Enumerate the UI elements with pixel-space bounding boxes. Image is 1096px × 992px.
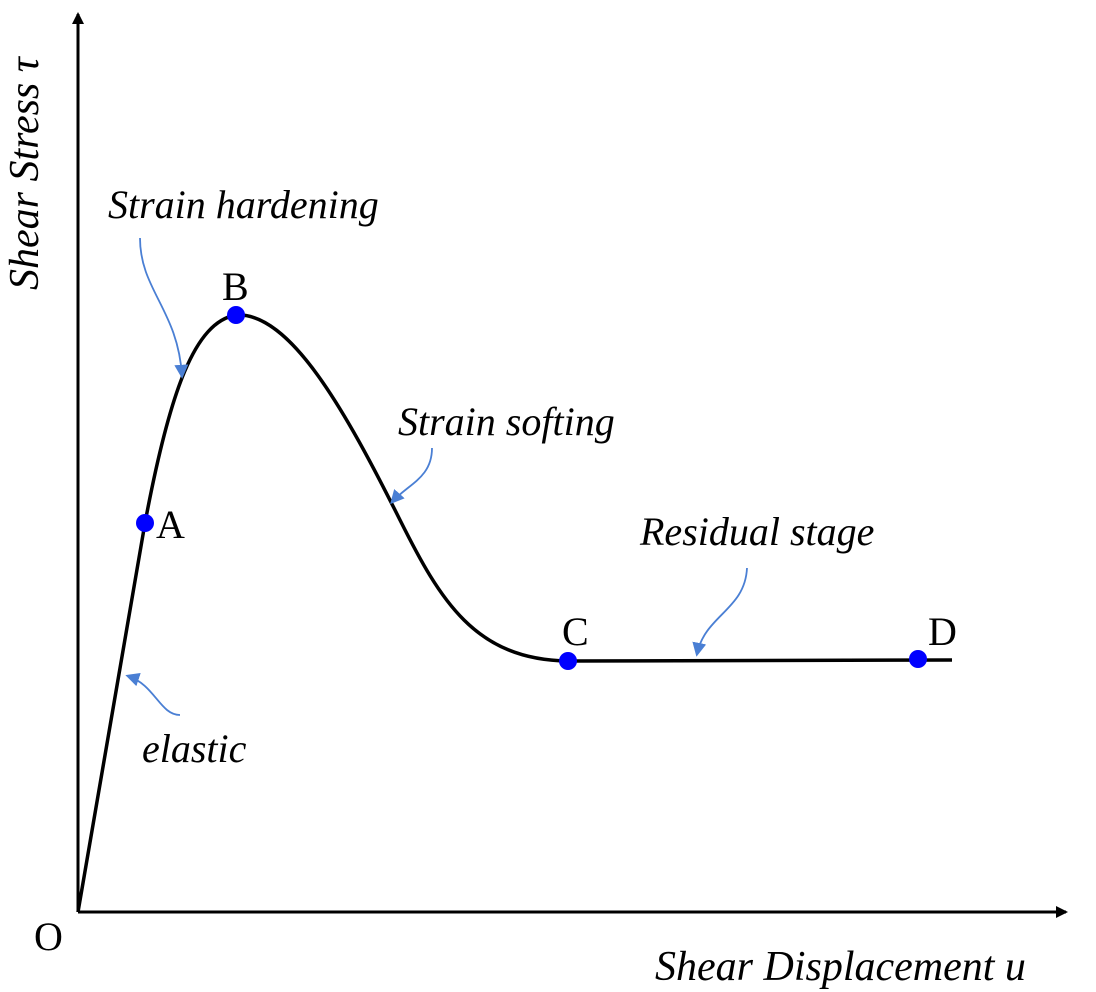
point-d-label: D: [928, 609, 957, 654]
point-a-marker: [136, 514, 154, 532]
point-d-marker: [909, 650, 927, 668]
strain-hardening-label: Strain hardening: [108, 182, 379, 227]
point-a-label: A: [156, 502, 185, 547]
y-axis-title: Shear Stress τ: [2, 55, 48, 290]
elastic-label: elastic: [142, 726, 247, 771]
point-c-marker: [559, 652, 577, 670]
point-b-marker: [227, 306, 245, 324]
elastic-arrow: [125, 672, 181, 716]
origin-label: O: [34, 914, 63, 959]
x-axis-title: Shear Displacement u: [655, 944, 1026, 990]
strain-softening-label: Strain softing: [398, 399, 615, 444]
residual-stage-arrow: [692, 567, 748, 657]
strain-softening-arrow: [390, 447, 433, 505]
point-c-label: C: [562, 609, 589, 654]
strain-hardening-arrow: [139, 237, 189, 379]
residual-stage-label: Residual stage: [639, 509, 874, 554]
point-b-label: B: [222, 264, 249, 309]
